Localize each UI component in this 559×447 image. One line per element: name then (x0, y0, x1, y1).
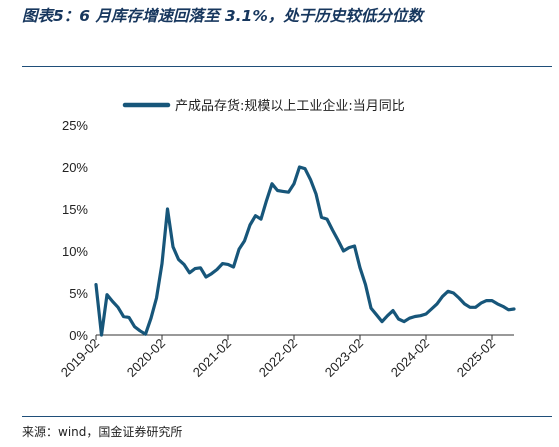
figure-title: 图表5：6 月库存增速回落至 3.1%，处于历史较低分位数 (22, 7, 423, 25)
y-tick-label: 25% (62, 118, 88, 133)
y-tick-label: 0% (69, 328, 88, 343)
source-note: 来源：wind，国金证券研究所 (22, 425, 183, 439)
y-axis: 0% 5% 10% 15% 20% 25% (62, 118, 88, 343)
y-tick-label: 5% (69, 286, 88, 301)
x-tick-label: 2021-02 (190, 336, 234, 380)
y-tick-label: 10% (62, 244, 88, 259)
legend: 产成品存货:规模以上工业企业:当月同比 (122, 98, 405, 114)
legend-label: 产成品存货:规模以上工业企业:当月同比 (175, 98, 405, 114)
x-tick-label: 2022-02 (256, 336, 300, 380)
x-tick-label: 2025-02 (454, 336, 498, 380)
title-rule (22, 66, 552, 67)
series-line (94, 165, 516, 337)
x-tick-label: 2023-02 (322, 336, 366, 380)
x-tick-label: 2024-02 (388, 336, 432, 380)
footer-rule (22, 416, 552, 417)
x-axis: 2019-02 2020-02 2021-02 2022-02 2023-02 2024-… (58, 334, 514, 380)
y-tick-label: 20% (62, 160, 88, 175)
x-tick-label: 2020-02 (124, 336, 168, 380)
y-tick-label: 15% (62, 202, 88, 217)
